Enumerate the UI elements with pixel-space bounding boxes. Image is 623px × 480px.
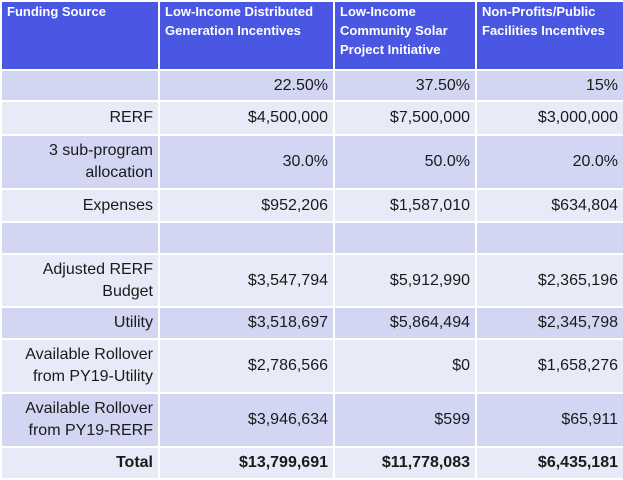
- header-low-income-community-solar: Low-Income Community Solar Project Initi…: [333, 0, 477, 71]
- table-row-rollover-rerf: Available Rollover from PY19-RERF $3,946…: [0, 392, 623, 448]
- table-row-rerf: RERF $4,500,000 $7,500,000 $3,000,000: [0, 100, 623, 136]
- cell-value: $65,911: [475, 392, 623, 448]
- table-header-row: Funding Source Low-Income Distributed Ge…: [0, 0, 623, 71]
- cell-value: $1,658,276: [475, 338, 623, 394]
- table-row-percent-share: 22.50% 37.50% 15%: [0, 69, 623, 102]
- cell-value: 30.0%: [158, 134, 335, 190]
- row-label: Utility: [0, 306, 160, 340]
- table-row-blank: [0, 221, 623, 255]
- row-label: [0, 221, 160, 255]
- row-label: 3 sub-program allocation: [0, 134, 160, 190]
- cell-value: $13,799,691: [158, 446, 335, 480]
- cell-value: 22.50%: [158, 69, 335, 102]
- cell-value: $2,365,196: [475, 253, 623, 308]
- row-label: Adjusted RERF Budget: [0, 253, 160, 308]
- cell-value: 20.0%: [475, 134, 623, 190]
- cell-value: [333, 221, 477, 255]
- table-row-utility: Utility $3,518,697 $5,864,494 $2,345,798: [0, 306, 623, 340]
- cell-value: $3,547,794: [158, 253, 335, 308]
- cell-value: 15%: [475, 69, 623, 102]
- cell-value: $1,587,010: [333, 188, 477, 223]
- table-row-sub-program-allocation: 3 sub-program allocation 30.0% 50.0% 20.…: [0, 134, 623, 190]
- cell-value: $3,000,000: [475, 100, 623, 136]
- row-label: RERF: [0, 100, 160, 136]
- cell-value: $5,912,990: [333, 253, 477, 308]
- cell-value: [158, 221, 335, 255]
- cell-value: $634,804: [475, 188, 623, 223]
- cell-value: $0: [333, 338, 477, 394]
- row-label: Available Rollover from PY19-RERF: [0, 392, 160, 448]
- cell-value: $2,786,566: [158, 338, 335, 394]
- table-row-expenses: Expenses $952,206 $1,587,010 $634,804: [0, 188, 623, 223]
- cell-value: $3,518,697: [158, 306, 335, 340]
- cell-value: $4,500,000: [158, 100, 335, 136]
- header-funding-source: Funding Source: [0, 0, 160, 71]
- row-label: Available Rollover from PY19-Utility: [0, 338, 160, 394]
- cell-value: 37.50%: [333, 69, 477, 102]
- row-label: [0, 69, 160, 102]
- header-non-profits-public: Non-Profits/Public Facilities Incentives: [475, 0, 623, 71]
- cell-value: $11,778,083: [333, 446, 477, 480]
- cell-value: 50.0%: [333, 134, 477, 190]
- cell-value: $5,864,494: [333, 306, 477, 340]
- cell-value: $6,435,181: [475, 446, 623, 480]
- row-label: Expenses: [0, 188, 160, 223]
- table-row-rollover-utility: Available Rollover from PY19-Utility $2,…: [0, 338, 623, 394]
- header-low-income-dg: Low-Income Distributed Generation Incent…: [158, 0, 335, 71]
- cell-value: $599: [333, 392, 477, 448]
- cell-value: $952,206: [158, 188, 335, 223]
- table-row-adjusted-rerf-budget: Adjusted RERF Budget $3,547,794 $5,912,9…: [0, 253, 623, 308]
- cell-value: [475, 221, 623, 255]
- cell-value: $7,500,000: [333, 100, 477, 136]
- row-label: Total: [0, 446, 160, 480]
- table-row-total: Total $13,799,691 $11,778,083 $6,435,181: [0, 446, 623, 480]
- cell-value: $3,946,634: [158, 392, 335, 448]
- cell-value: $2,345,798: [475, 306, 623, 340]
